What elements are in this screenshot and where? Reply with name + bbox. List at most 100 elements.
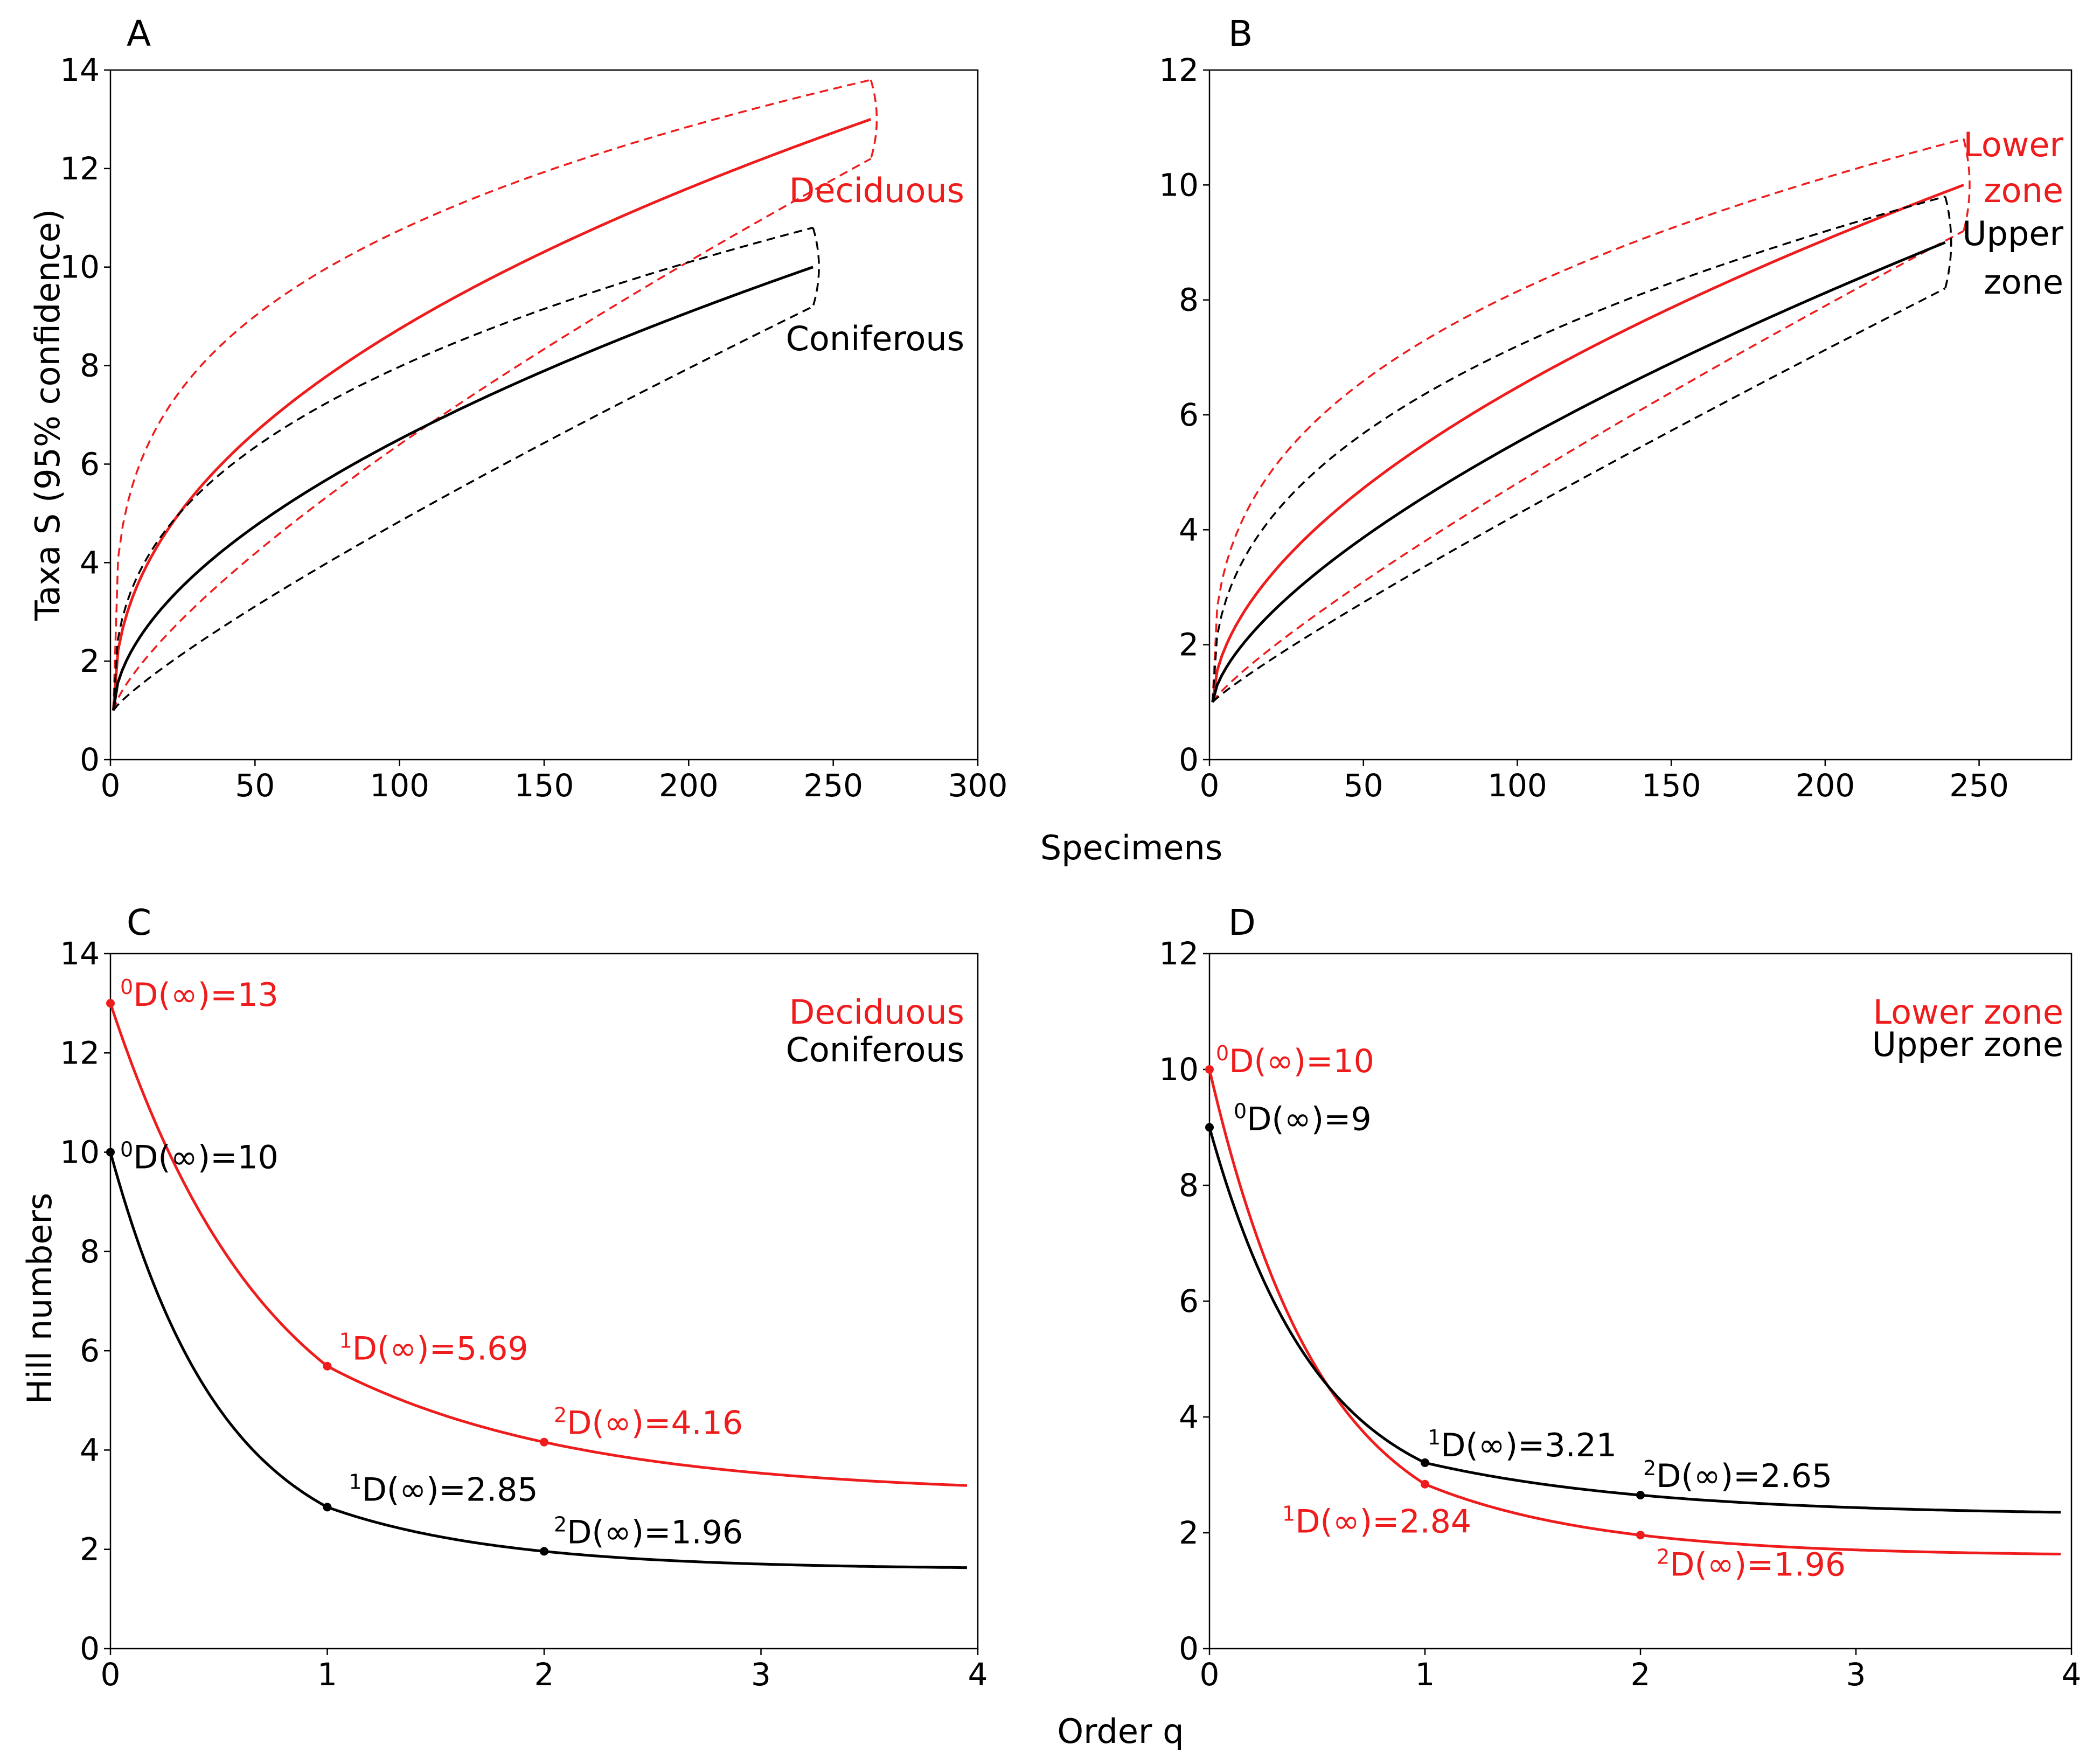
series-line-upper-zone	[1211, 241, 1946, 703]
y-tick-label: 0	[1179, 1630, 1199, 1667]
hill-annotation: 1D(∞)=3.21	[1428, 1426, 1617, 1464]
y-tick-label: 6	[80, 446, 100, 482]
data-point	[323, 1503, 332, 1512]
legend-entry: Lower zone	[1873, 992, 2063, 1032]
series-line-upper-zone-lower-95-	[1212, 287, 1946, 703]
y-tick-label: 10	[60, 249, 100, 286]
x-axis-title-top: Specimens	[1040, 828, 1222, 867]
series-line-lower-zone	[1211, 183, 1964, 703]
y-axis-title: Hill numbers	[20, 1193, 59, 1404]
legend-entry: Deciduous	[789, 992, 964, 1032]
x-axis-title-bottom: Order q	[1057, 1712, 1184, 1751]
y-tick-label: 8	[1179, 1167, 1199, 1204]
confidence-envelope-end	[812, 227, 820, 307]
hill-annotation: 2D(∞)=1.96	[1657, 1545, 1846, 1583]
data-point	[106, 999, 115, 1008]
confidence-envelope-end	[1963, 138, 1971, 232]
series-line-lower-zone-upper-95-	[1211, 138, 1964, 703]
data-point	[1421, 1458, 1429, 1467]
hill-annotation: 0D(∞)=13	[120, 975, 279, 1014]
x-tick-label: 3	[1846, 1656, 1866, 1693]
series-line-coniferous-upper-95-	[112, 226, 813, 711]
y-tick-label: 14	[60, 935, 100, 972]
x-tick-label: 0	[1200, 1656, 1220, 1693]
y-tick-label: 2	[80, 1531, 100, 1568]
panel-letter: A	[127, 13, 151, 54]
y-tick-label: 10	[1159, 166, 1199, 203]
legend-entry: Upper zone	[1872, 1025, 2063, 1064]
series-line-lower-zone-lower-95-	[1212, 230, 1964, 703]
y-tick-label: 2	[80, 643, 100, 679]
y-tick-label: 10	[60, 1134, 100, 1171]
series-label: Lower	[1963, 125, 2063, 164]
y-tick-label: 0	[1179, 741, 1199, 778]
series-label: Deciduous	[789, 171, 964, 210]
legend-entry: Coniferous	[786, 1030, 964, 1069]
x-tick-label: 100	[370, 767, 429, 804]
data-point	[1636, 1491, 1645, 1500]
hill-annotation: 0D(∞)=10	[120, 1138, 279, 1177]
panel-letter: B	[1228, 13, 1253, 54]
y-tick-label: 6	[1179, 397, 1199, 433]
y-tick-label: 12	[1159, 52, 1199, 88]
data-point	[1636, 1531, 1645, 1540]
series-line-deciduous-lower-95-	[112, 158, 872, 711]
plot-frame	[1208, 69, 2073, 761]
panel-d: D0 1 2 3 40246810120D(∞)=101D(∞)=2.842D(∞)=1…	[1159, 902, 2081, 1693]
hill-annotation: 2D(∞)=1.96	[554, 1512, 743, 1551]
data-point	[1421, 1479, 1429, 1489]
x-tick-label: 200	[1795, 767, 1855, 804]
x-tick-label: 150	[1642, 767, 1701, 804]
data-point	[106, 1148, 115, 1157]
data-point	[540, 1547, 548, 1556]
y-tick-label: 14	[60, 52, 100, 88]
y-tick-label: 6	[1179, 1283, 1199, 1319]
x-tick-label: 200	[659, 767, 719, 804]
y-tick-label: 10	[1159, 1051, 1199, 1088]
y-tick-label: 4	[1179, 1399, 1199, 1435]
series-label: Upper	[1962, 214, 2063, 253]
panel-letter: D	[1228, 902, 1256, 943]
data-point	[1205, 1065, 1214, 1074]
x-tick-label: 150	[514, 767, 574, 804]
x-tick-label: 250	[1949, 767, 2009, 804]
y-axis-title: Taxa S (95% confidence)	[28, 209, 67, 621]
series-label: zone	[1984, 171, 2063, 210]
data-point	[1205, 1123, 1214, 1132]
x-tick-label: 0	[101, 767, 121, 804]
x-tick-label: 2	[1631, 1656, 1651, 1693]
x-tick-label: 1	[1415, 1656, 1435, 1693]
series-line-coniferous	[112, 266, 813, 711]
y-tick-label: 6	[80, 1332, 100, 1369]
y-tick-label: 0	[80, 1630, 100, 1667]
hill-annotation: 1D(∞)=5.69	[339, 1329, 529, 1368]
x-tick-label: 50	[235, 767, 275, 804]
x-tick-label: 0	[101, 1656, 121, 1693]
y-tick-label: 8	[80, 348, 100, 384]
series-label: zone	[1984, 262, 2063, 302]
hill-annotation: 2D(∞)=2.65	[1643, 1456, 1832, 1495]
hill-annotation: 0D(∞)=10	[1216, 1041, 1374, 1080]
series-label: Coniferous	[786, 319, 964, 358]
y-tick-label: 12	[60, 150, 100, 187]
y-tick-label: 4	[80, 544, 100, 581]
series-line-lower-zone	[1208, 1069, 2061, 1555]
y-tick-label: 2	[1179, 627, 1199, 663]
panel-b: B 0 50 100 150 200 250 0 2 4 6 8 10 12 Lower zone Upper z…	[1159, 13, 2073, 804]
y-tick-label: 2	[1179, 1514, 1199, 1551]
y-tick-label: 8	[80, 1233, 100, 1270]
hill-annotation: 1D(∞)=2.84	[1282, 1502, 1471, 1541]
hill-annotation: 2D(∞)=4.16	[554, 1403, 743, 1442]
x-tick-label: 3	[751, 1656, 771, 1693]
y-tick-label: 4	[1179, 511, 1199, 548]
series-line-deciduous-upper-95-	[112, 79, 871, 711]
panel-letter: C	[127, 902, 151, 943]
x-tick-label: 4	[2062, 1656, 2082, 1693]
series-line-coniferous-lower-95-	[113, 305, 813, 711]
confidence-envelope-end	[1944, 196, 1952, 289]
hill-annotation: 0D(∞)=9	[1234, 1100, 1372, 1138]
y-tick-label: 8	[1179, 282, 1199, 318]
y-tick-label: 4	[80, 1432, 100, 1468]
